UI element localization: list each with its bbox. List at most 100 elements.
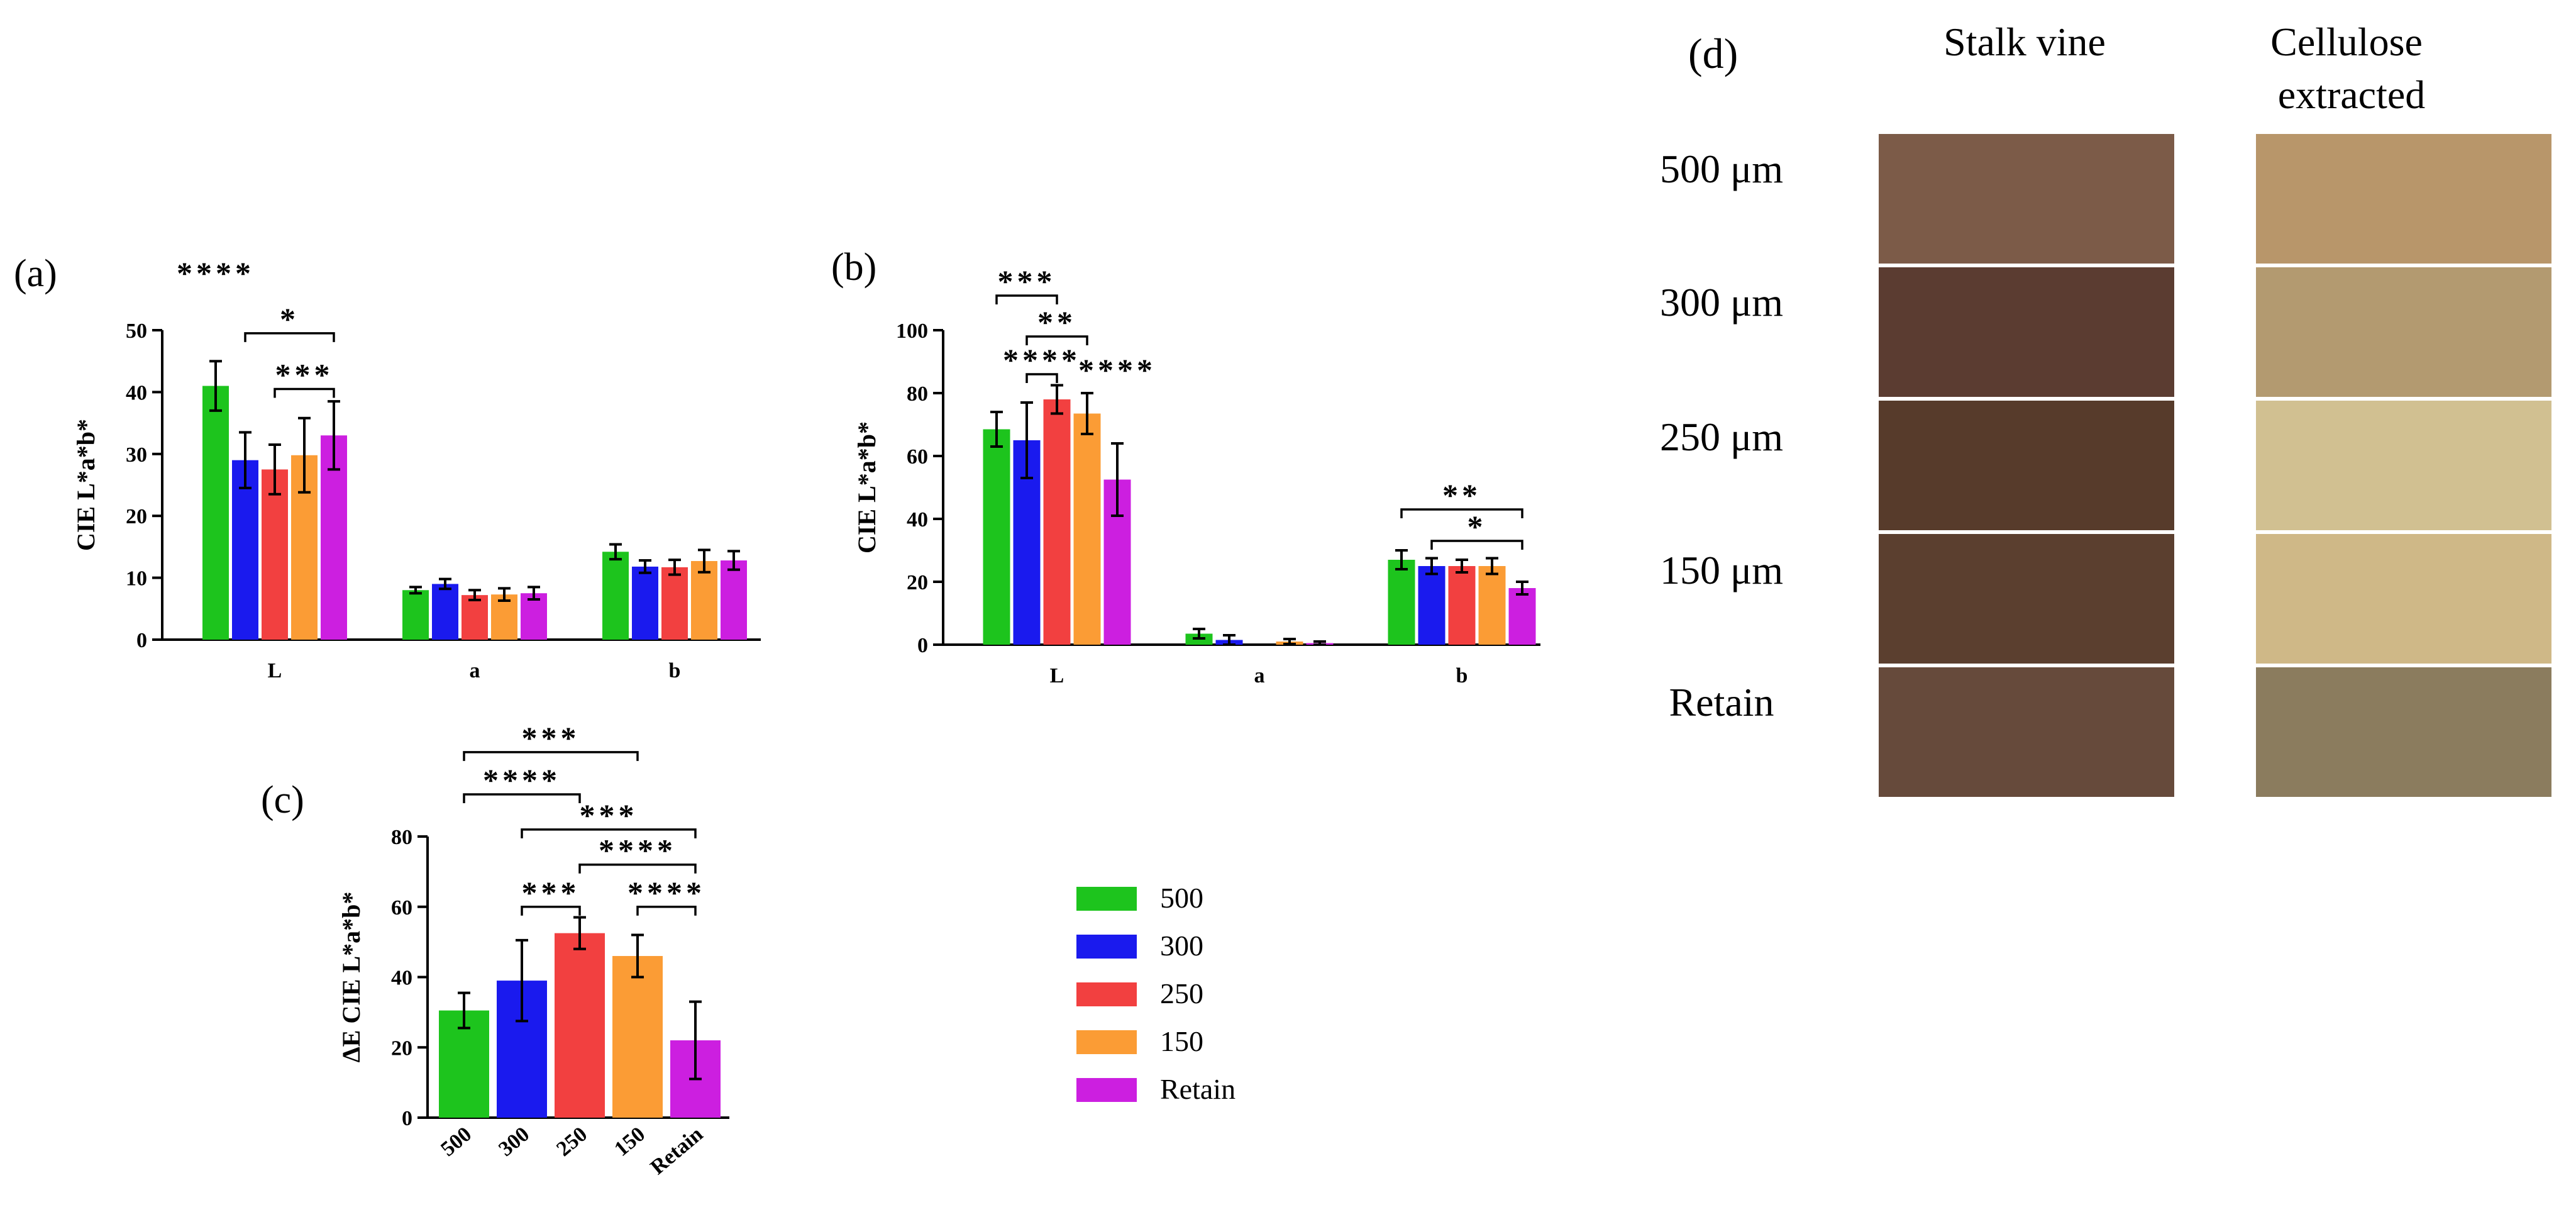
y-axis-label-b: CIE L*a*b* — [853, 421, 881, 553]
chart-c: 0 20 40 60 80 ΔE CIE L*a*b* 500 300 250 150Retain… — [337, 720, 729, 1179]
row-label-retain: Retain — [1669, 680, 1774, 725]
annotation-c-0-label: *** — [522, 720, 580, 755]
legend-swatch-250 — [1076, 982, 1137, 1006]
column-header-cellulose-line2: extracted — [2278, 72, 2426, 117]
swatch-cellulose-300 — [2252, 264, 2555, 401]
annotation-c-5-label: **** — [627, 875, 705, 910]
annotation-c-2-label: *** — [580, 798, 638, 833]
bar-b-l-150 — [1073, 413, 1101, 645]
swatch-stalk-retain — [1875, 664, 2178, 801]
annotation-c-1-label: **** — [483, 762, 561, 798]
x-tick-label-c-150: 150 — [610, 1123, 650, 1161]
x-tick-label-a-l: L — [268, 659, 282, 682]
row-label-500: 500 μm — [1660, 147, 1783, 191]
bar-b-b-300 — [1418, 566, 1446, 645]
y-tick-label-c-80: 80 — [391, 826, 412, 849]
annotation-a-0: **** — [177, 255, 255, 291]
column-header-cellulose: Cellulose extracted — [2270, 19, 2433, 117]
legend-label-150: 150 — [1160, 1025, 1203, 1057]
legend-label-300: 300 — [1160, 930, 1203, 962]
bar-b-l-500 — [983, 429, 1010, 645]
legend-label-250: 250 — [1160, 977, 1203, 1009]
annotation-b-2-bracket — [1025, 373, 1058, 383]
swatch-cellulose-150 — [2252, 530, 2555, 667]
bar-a-l-500 — [202, 386, 229, 640]
annotation-c-4-bracket — [521, 906, 581, 916]
y-axis-label-c: ΔE CIE L*a*b* — [337, 892, 365, 1063]
annotation-b-5-label: * — [1468, 509, 1487, 544]
annotation-b-2-label: **** — [1003, 342, 1081, 377]
annotation-c-3-label: **** — [599, 833, 677, 868]
x-tick-label-a-b: b — [669, 659, 681, 682]
legend-swatch-500 — [1076, 887, 1137, 911]
annotation-c-2-bracket — [521, 828, 697, 838]
annotation-b-5-bracket — [1430, 540, 1523, 550]
bar-c-250 — [555, 933, 605, 1118]
y-tick-label-a-30: 30 — [126, 443, 147, 467]
annotation-b-4-bracket — [1400, 508, 1523, 518]
bar-a-b-retain — [721, 560, 747, 640]
y-tick-label-a-50: 50 — [126, 320, 147, 343]
x-tick-label-a-a: a — [470, 659, 480, 682]
legend-swatch-300 — [1076, 935, 1137, 959]
legend-swatch-150 — [1076, 1030, 1137, 1054]
y-tick-label-a-20: 20 — [126, 505, 147, 528]
panel-label-c: (c) — [261, 779, 304, 821]
x-tick-label-b-a: a — [1254, 664, 1265, 687]
annotation-c-0-bracket — [463, 751, 639, 761]
bar-a-b-150 — [691, 561, 717, 640]
bar-b-b-250 — [1448, 566, 1476, 645]
bar-a-b-500 — [602, 552, 629, 640]
annotation-b-3: **** — [1078, 352, 1156, 387]
bar-b-b-500 — [1388, 560, 1415, 645]
y-tick-label-c-60: 60 — [391, 896, 412, 920]
column-header-cellulose-line1: Cellulose — [2270, 19, 2423, 64]
bar-a-l-250 — [262, 469, 288, 640]
bar-b-b-150 — [1478, 566, 1506, 645]
annotation-c-1-bracket — [463, 793, 581, 803]
annotation-a-1-bracket — [244, 332, 335, 342]
swatch-panel: Stalk vine Cellulose extracted 500 μm 30… — [1660, 19, 2555, 801]
legend-label-retain: Retain — [1160, 1073, 1235, 1105]
legend-label-500: 500 — [1160, 882, 1203, 914]
y-tick-label-c-20: 20 — [391, 1037, 412, 1060]
y-tick-label-b-60: 60 — [907, 445, 928, 469]
bar-c-150 — [612, 955, 663, 1118]
annotation-b-1-bracket — [1025, 335, 1088, 345]
swatch-stalk-150 — [1875, 530, 2178, 667]
swatch-cellulose-retain — [2252, 664, 2555, 801]
swatch-stalk-300 — [1875, 264, 2178, 401]
bar-a-a-retain — [521, 593, 547, 640]
row-label-300: 300 μm — [1660, 280, 1783, 325]
x-tick-label-c-250: 250 — [552, 1123, 592, 1161]
y-tick-label-c-0: 0 — [402, 1107, 412, 1130]
bar-a-a-150 — [491, 594, 517, 640]
swatch-cellulose-250 — [2252, 397, 2555, 534]
annotation-a-2-bracket — [274, 387, 335, 398]
bar-b-b-retain — [1508, 588, 1536, 645]
annotation-c-5-bracket — [636, 906, 697, 916]
x-tick-label-c-500: 500 — [436, 1123, 476, 1161]
y-tick-label-b-80: 80 — [907, 382, 928, 406]
y-axis-label-a: CIE L*a*b* — [72, 419, 100, 551]
bar-a-a-250 — [462, 595, 488, 640]
legend-swatch-retain — [1076, 1078, 1137, 1102]
x-tick-label-c-300: 300 — [494, 1123, 534, 1161]
bar-a-a-500 — [402, 590, 429, 640]
swatch-stalk-500 — [1875, 130, 2178, 267]
y-tick-label-b-20: 20 — [907, 571, 928, 594]
swatch-cellulose-500 — [2252, 130, 2555, 267]
x-tick-label-b-b: b — [1456, 664, 1468, 687]
y-tick-label-b-100: 100 — [896, 320, 928, 343]
annotation-b-0-bracket — [995, 294, 1058, 304]
y-tick-label-c-40: 40 — [391, 967, 412, 990]
annotation-c-3-bracket — [578, 863, 697, 874]
bar-a-b-250 — [661, 567, 688, 640]
bar-a-a-300 — [432, 584, 458, 640]
swatch-stalk-250 — [1875, 397, 2178, 534]
legend: 500 300 250 150 Retain — [1076, 882, 1235, 1105]
row-label-250: 250 μm — [1660, 414, 1783, 459]
